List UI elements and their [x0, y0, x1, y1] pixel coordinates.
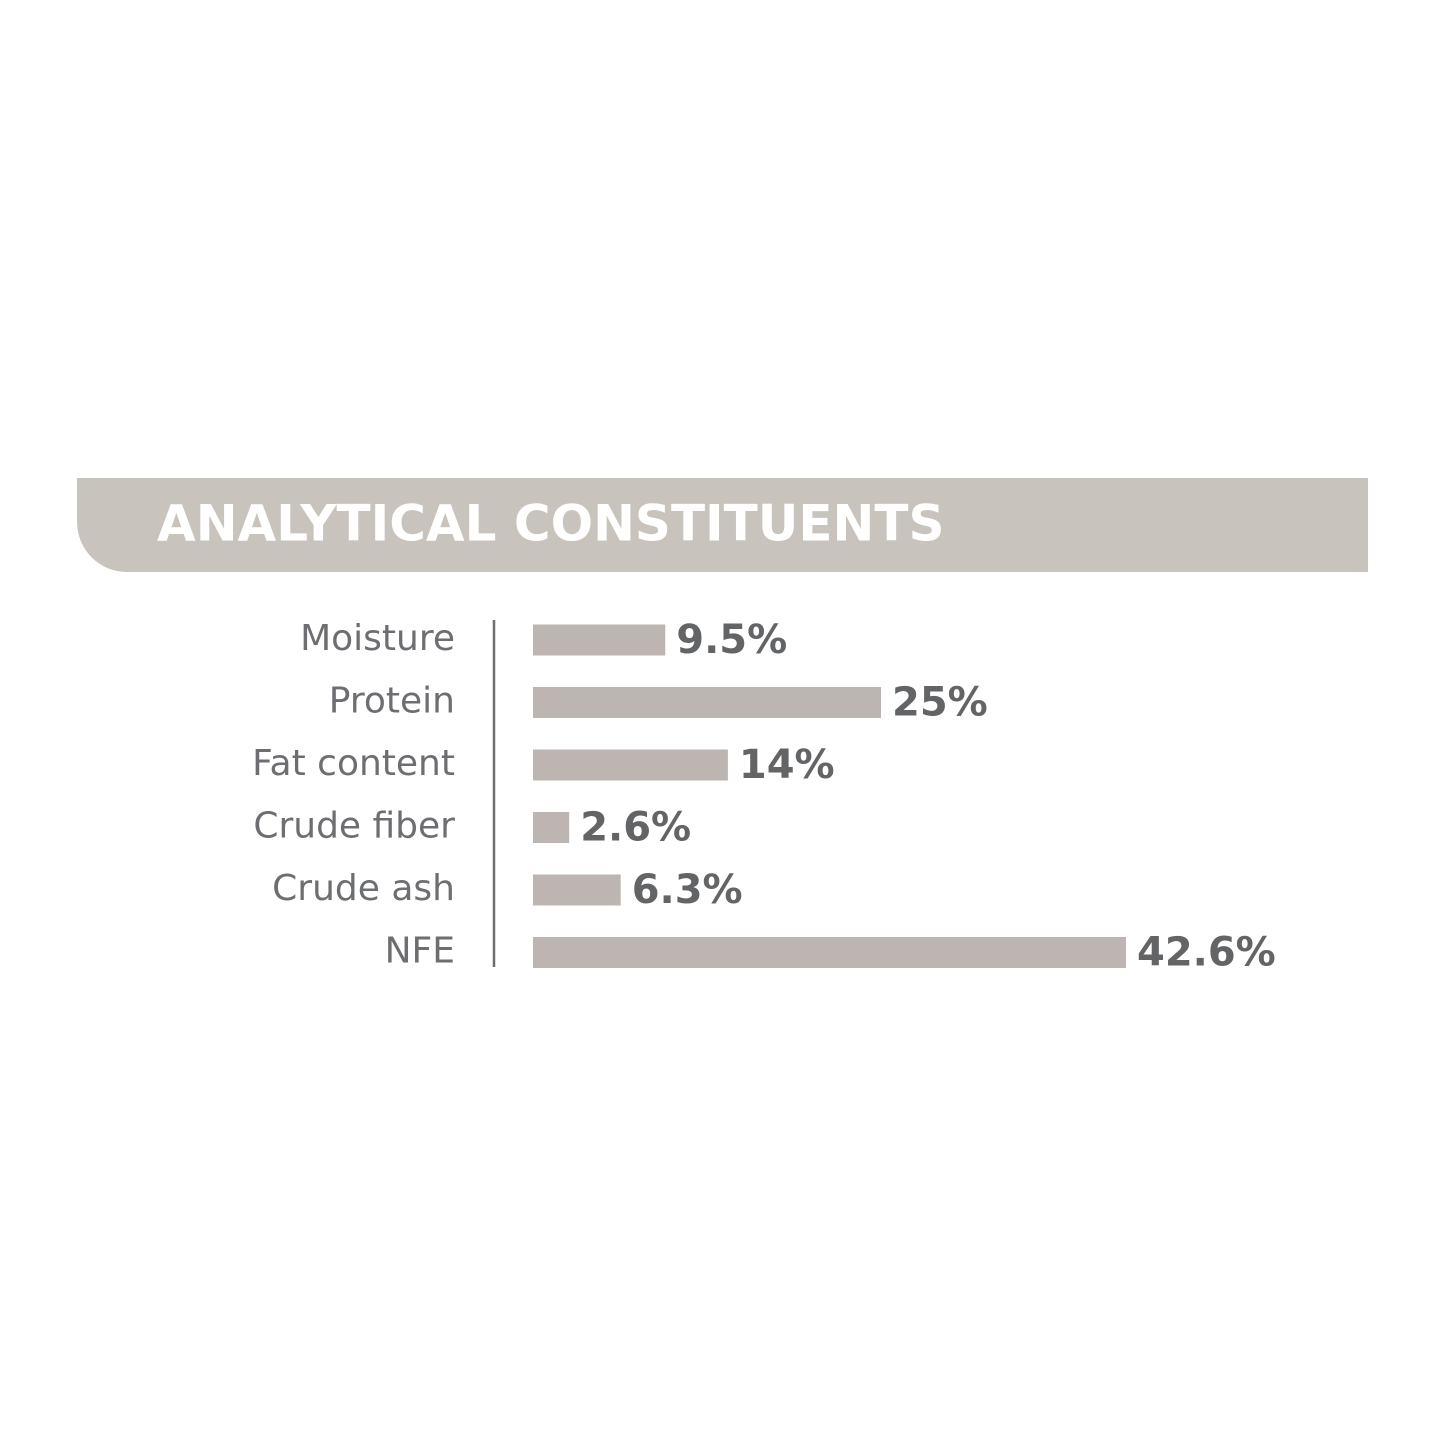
bar: [533, 749, 728, 781]
category-label: NFE: [385, 931, 455, 972]
value-label: 14%: [739, 742, 835, 788]
value-label: 6.3%: [632, 867, 743, 913]
bar: [533, 812, 570, 843]
category-label: Crude fiber: [253, 806, 455, 847]
value-label: 9.5%: [676, 617, 787, 663]
category-label: Protein: [329, 681, 455, 722]
category-label: Fat content: [252, 743, 455, 784]
title-banner: [77, 478, 1368, 572]
bar: [533, 687, 881, 718]
category-label: Moisture: [300, 618, 455, 659]
chart-title: ANALYTICAL CONSTITUENTS: [157, 495, 944, 553]
category-label: Crude ash: [272, 868, 455, 909]
bar: [533, 874, 621, 906]
value-label: 25%: [892, 680, 988, 726]
bar: [533, 937, 1126, 968]
bar: [533, 624, 666, 656]
value-label: 42.6%: [1137, 930, 1276, 976]
value-label: 2.6%: [580, 805, 691, 851]
